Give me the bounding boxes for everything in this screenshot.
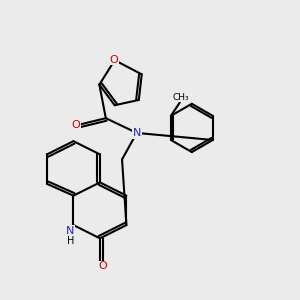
Text: N: N [66,226,75,236]
Text: H: H [67,236,74,246]
Text: CH₃: CH₃ [173,93,190,102]
Text: N: N [133,128,141,138]
Text: O: O [98,261,107,271]
Text: O: O [71,120,80,130]
Text: O: O [110,55,118,64]
